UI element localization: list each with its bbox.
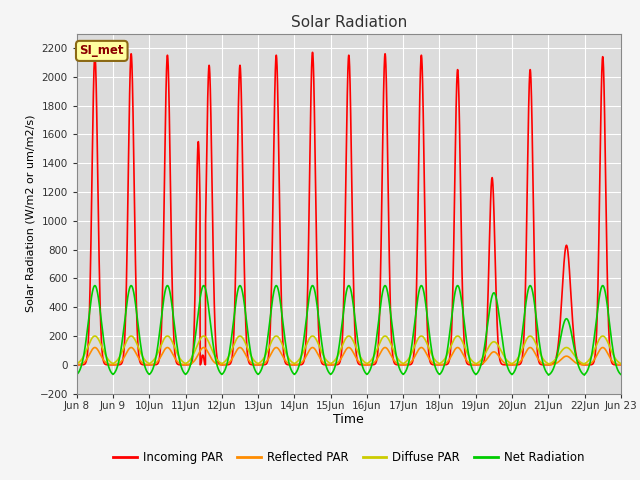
Legend: Incoming PAR, Reflected PAR, Diffuse PAR, Net Radiation: Incoming PAR, Reflected PAR, Diffuse PAR…: [109, 446, 589, 469]
X-axis label: Time: Time: [333, 413, 364, 426]
Y-axis label: Solar Radiation (W/m2 or um/m2/s): Solar Radiation (W/m2 or um/m2/s): [25, 115, 35, 312]
Title: Solar Radiation: Solar Radiation: [291, 15, 407, 30]
Text: SI_met: SI_met: [79, 44, 124, 58]
